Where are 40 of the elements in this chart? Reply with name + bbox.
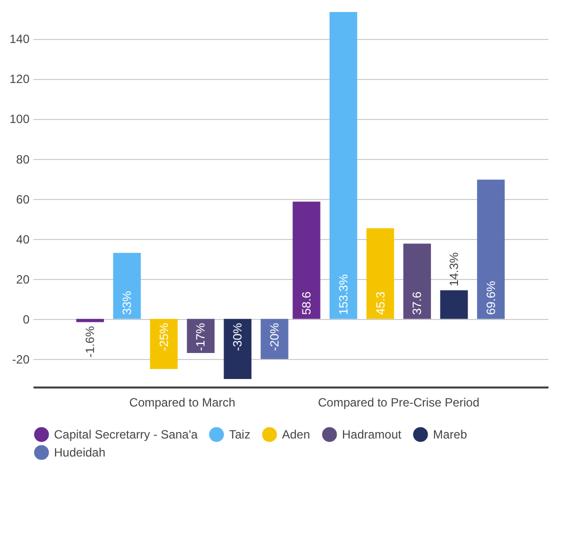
- data-label: 153.3%: [336, 274, 350, 315]
- data-label: -17%: [194, 322, 208, 351]
- y-tick-label: 40: [16, 232, 30, 246]
- legend-label: Hadramout: [342, 428, 402, 442]
- bar: [113, 252, 141, 319]
- bar: [260, 318, 288, 359]
- y-tick-label: 60: [16, 192, 30, 206]
- bar: [366, 228, 394, 319]
- legend-label: Capital Secretarry - Sana'a: [54, 428, 198, 442]
- bar: [440, 290, 468, 319]
- bar: [477, 180, 505, 319]
- y-tick-label: 80: [16, 152, 30, 166]
- bar: [330, 12, 358, 319]
- legend-label: Aden: [282, 428, 310, 442]
- data-label: 69.6%: [484, 280, 498, 315]
- legend-label: Hudeidah: [54, 446, 106, 460]
- bar: [292, 202, 320, 319]
- bar: [403, 244, 431, 319]
- y-tick-label: 100: [9, 112, 30, 126]
- data-label: 33%: [120, 290, 134, 315]
- data-label: 14.3%: [447, 252, 462, 286]
- legend-label: Mareb: [433, 428, 468, 442]
- bar: [224, 318, 252, 379]
- y-tick-label: 20: [16, 272, 30, 286]
- y-tick-label: 140: [9, 32, 30, 46]
- y-tick-label: 0: [22, 312, 30, 326]
- x-tick-label: Compared to March: [129, 396, 236, 410]
- data-label: -20%: [268, 322, 282, 351]
- data-label: 37.6: [410, 291, 424, 315]
- bar: [150, 318, 178, 369]
- data-label: -30%: [230, 322, 245, 351]
- x-tick-label: Compared to Pre-Crise Period: [318, 396, 480, 410]
- data-label: 45.3: [373, 291, 388, 315]
- y-tick-label: 120: [9, 72, 30, 86]
- legend-label: Taiz: [229, 428, 250, 442]
- data-label: -25%: [156, 322, 171, 351]
- y-tick-label: -20: [12, 352, 30, 366]
- bar: [76, 318, 104, 322]
- data-label: -1.6%: [83, 326, 98, 358]
- data-label: 58.6: [299, 291, 314, 315]
